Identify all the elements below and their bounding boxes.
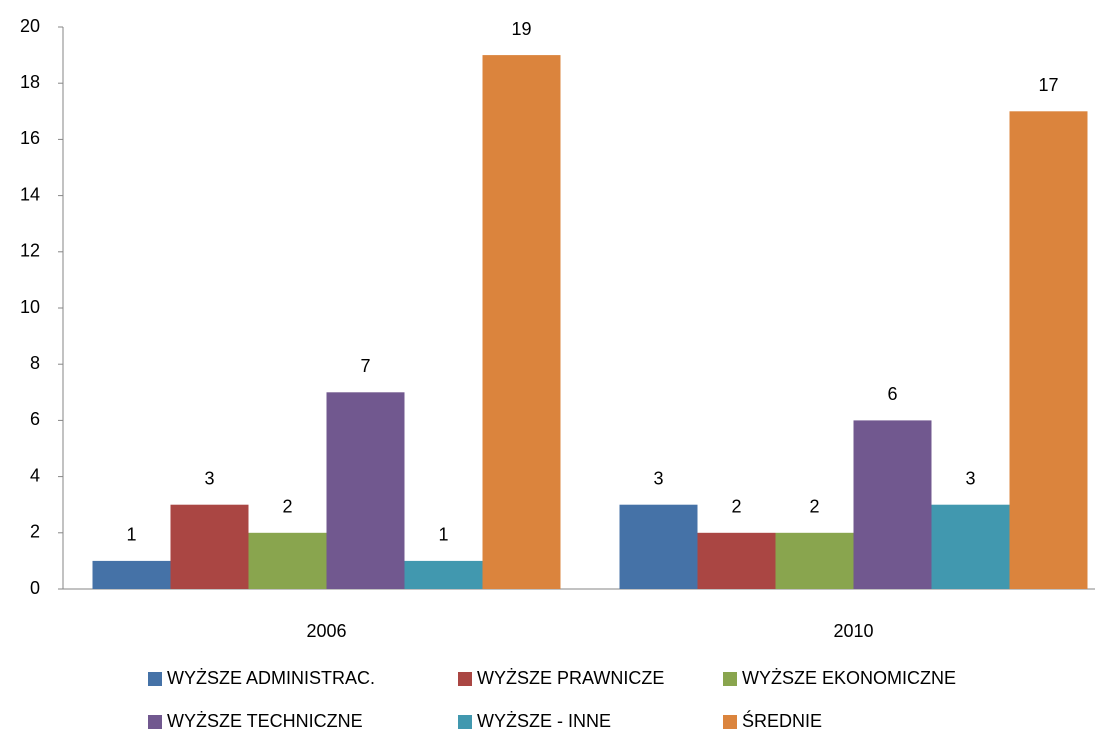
bar xyxy=(404,560,483,589)
y-tick-label: 12 xyxy=(20,241,40,261)
legend-swatch xyxy=(723,672,737,686)
value-label: 19 xyxy=(511,19,531,39)
value-label: 3 xyxy=(965,468,975,488)
bar xyxy=(853,420,932,589)
legend-label: WYŻSZE ADMINISTRAC. xyxy=(167,668,375,688)
value-label: 3 xyxy=(204,468,214,488)
y-tick-label: 0 xyxy=(30,578,40,598)
bar xyxy=(248,532,327,589)
value-label: 1 xyxy=(126,525,136,545)
bar xyxy=(697,532,776,589)
legend-label: WYŻSZE TECHNICZNE xyxy=(167,711,363,731)
bar xyxy=(1009,111,1088,590)
legend-swatch xyxy=(458,672,472,686)
legend-swatch xyxy=(148,672,162,686)
y-tick-label: 6 xyxy=(30,409,40,429)
value-label: 2 xyxy=(809,497,819,517)
legend-label: WYŻSZE EKONOMICZNE xyxy=(742,668,956,688)
y-tick-label: 8 xyxy=(30,353,40,373)
value-label: 17 xyxy=(1038,75,1058,95)
y-tick-label: 16 xyxy=(20,128,40,148)
value-label: 2 xyxy=(731,497,741,517)
legend-label: WYŻSZE - INNE xyxy=(477,711,611,731)
y-tick-label: 14 xyxy=(20,184,40,204)
value-label: 7 xyxy=(360,356,370,376)
value-label: 2 xyxy=(282,497,292,517)
legend-label: ŚREDNIE xyxy=(742,710,822,731)
bar xyxy=(619,504,698,589)
value-label: 3 xyxy=(653,468,663,488)
bar xyxy=(92,560,171,589)
bar xyxy=(482,55,561,590)
legend-swatch xyxy=(458,715,472,729)
x-tick-label: 2006 xyxy=(306,621,346,641)
legend-label: WYŻSZE PRAWNICZE xyxy=(477,668,664,688)
legend-swatch xyxy=(723,715,737,729)
x-tick-label: 2010 xyxy=(833,621,873,641)
value-label: 6 xyxy=(887,384,897,404)
bar xyxy=(170,504,249,589)
bar xyxy=(931,504,1010,589)
bar xyxy=(775,532,854,589)
y-tick-label: 10 xyxy=(20,297,40,317)
y-tick-label: 18 xyxy=(20,72,40,92)
y-tick-label: 2 xyxy=(30,522,40,542)
bar xyxy=(326,392,405,589)
value-label: 1 xyxy=(438,525,448,545)
y-tick-label: 4 xyxy=(30,465,40,485)
legend-swatch xyxy=(148,715,162,729)
y-tick-label: 20 xyxy=(20,16,40,36)
